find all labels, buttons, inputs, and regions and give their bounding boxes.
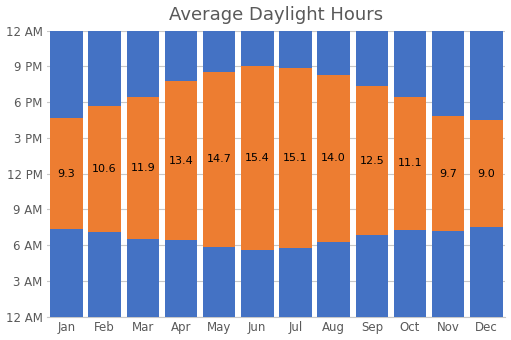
Bar xyxy=(50,31,83,118)
Bar xyxy=(432,31,464,116)
Bar xyxy=(317,31,350,75)
Bar xyxy=(432,232,464,317)
Text: 9.7: 9.7 xyxy=(439,169,457,178)
Bar xyxy=(470,120,503,227)
Bar xyxy=(203,247,236,317)
Bar xyxy=(356,235,388,317)
Bar xyxy=(241,66,273,250)
Bar xyxy=(88,106,121,232)
Bar xyxy=(394,97,426,230)
Bar xyxy=(50,229,83,317)
Bar xyxy=(203,31,236,72)
Text: 10.6: 10.6 xyxy=(92,164,117,174)
Bar xyxy=(356,31,388,86)
Bar xyxy=(241,250,273,317)
Bar xyxy=(317,75,350,241)
Bar xyxy=(165,31,197,81)
Bar xyxy=(203,72,236,247)
Bar xyxy=(88,31,121,106)
Bar xyxy=(394,230,426,317)
Text: 9.3: 9.3 xyxy=(58,169,75,178)
Bar xyxy=(88,232,121,317)
Bar xyxy=(279,248,312,317)
Text: 11.9: 11.9 xyxy=(130,163,155,173)
Title: Average Daylight Hours: Average Daylight Hours xyxy=(169,5,383,23)
Text: 13.4: 13.4 xyxy=(169,155,193,166)
Text: 12.5: 12.5 xyxy=(359,155,384,166)
Bar xyxy=(279,31,312,68)
Bar xyxy=(470,31,503,120)
Bar xyxy=(127,97,159,239)
Bar xyxy=(241,31,273,66)
Bar xyxy=(165,81,197,240)
Text: 14.0: 14.0 xyxy=(321,153,346,163)
Bar xyxy=(279,68,312,248)
Text: 14.7: 14.7 xyxy=(206,154,231,164)
Bar xyxy=(470,227,503,317)
Text: 15.1: 15.1 xyxy=(283,153,308,163)
Text: 9.0: 9.0 xyxy=(477,169,495,178)
Text: 11.1: 11.1 xyxy=(398,158,422,169)
Bar xyxy=(127,31,159,97)
Bar xyxy=(317,241,350,317)
Text: 15.4: 15.4 xyxy=(245,153,270,163)
Bar xyxy=(127,239,159,317)
Bar xyxy=(432,116,464,232)
Bar xyxy=(394,31,426,97)
Bar xyxy=(356,86,388,235)
Bar xyxy=(165,240,197,317)
Bar xyxy=(50,118,83,229)
